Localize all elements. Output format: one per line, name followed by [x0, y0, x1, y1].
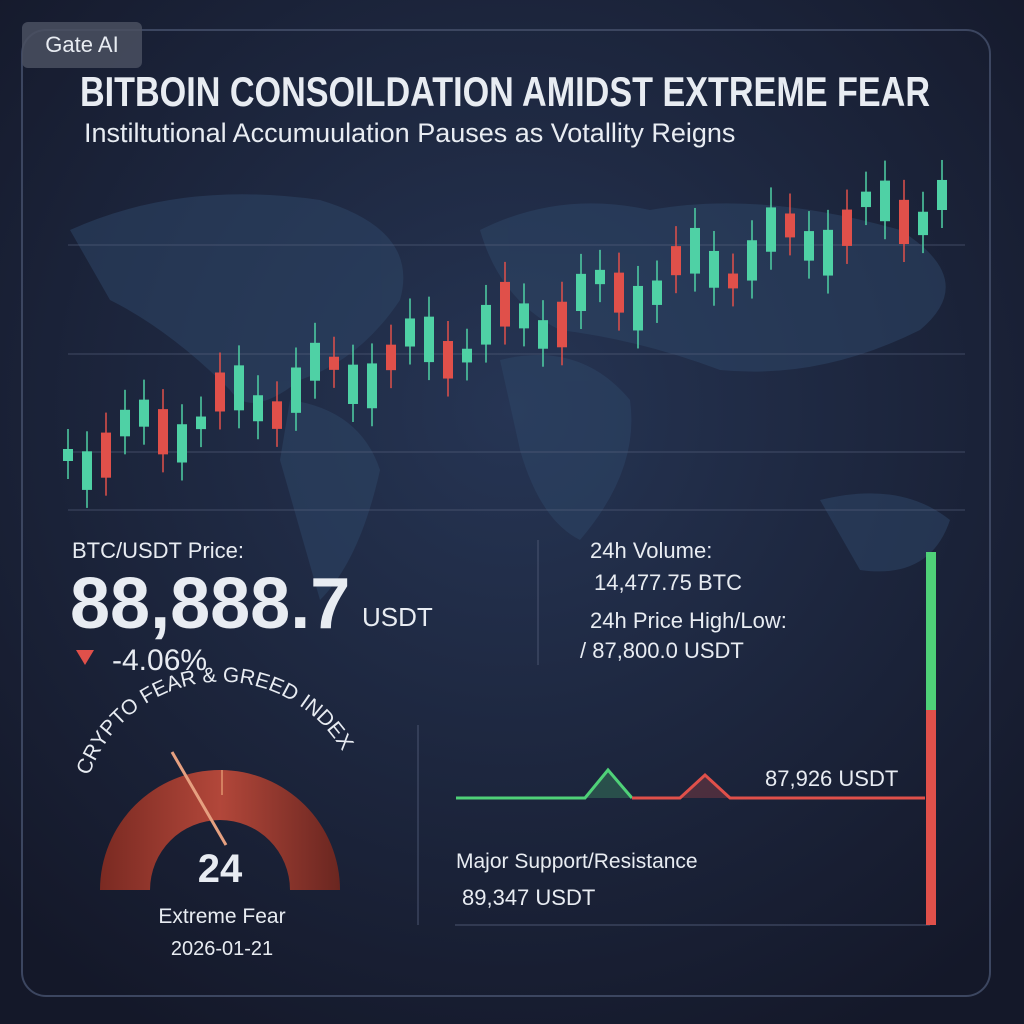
candle-part	[576, 273, 586, 312]
candle-part	[63, 449, 73, 461]
price-value: 88,888.7	[70, 564, 350, 644]
candle-part	[405, 318, 415, 347]
candle-part	[823, 229, 833, 276]
candle-part	[462, 348, 472, 363]
gauge-label: Extreme Fear	[158, 905, 285, 928]
candle-part	[443, 341, 453, 379]
price-unit: USDT	[362, 602, 433, 632]
gauge-arc	[100, 770, 340, 890]
candle-part	[310, 342, 320, 381]
candle-part	[139, 399, 149, 427]
range-value: / 87,800.0 USDT	[580, 638, 744, 663]
candle-part	[215, 372, 225, 412]
range-label: 24h Price High/Low:	[590, 608, 787, 633]
chart-guides	[68, 244, 965, 511]
candle-part	[918, 211, 928, 236]
candle-part	[690, 227, 700, 274]
subtitle: Instiltutional Accumuulation Pauses as V…	[84, 118, 735, 148]
candle-part	[519, 303, 529, 329]
candle-part	[766, 207, 776, 252]
candle-part	[804, 231, 814, 261]
candle-part	[747, 240, 757, 281]
red-level-line	[632, 772, 925, 800]
candle-part	[880, 180, 890, 222]
price-change: -4.06%	[112, 644, 207, 677]
price-label: BTC/USDT Price:	[72, 538, 244, 563]
candle-part	[481, 304, 491, 345]
candle-part	[500, 281, 510, 327]
candle-part	[538, 320, 548, 349]
gauge-value: 24	[198, 847, 243, 891]
volume-label: 24h Volume:	[590, 538, 712, 563]
green-level-line	[456, 767, 634, 800]
candle-part	[120, 409, 130, 437]
candle-part	[709, 250, 719, 288]
candle-part	[633, 285, 643, 331]
candle-part	[367, 363, 377, 409]
candle-part	[291, 367, 301, 413]
candle-part	[101, 432, 111, 478]
candle-part	[842, 209, 852, 246]
candle-part	[728, 273, 738, 289]
candle-part	[861, 191, 871, 208]
candle-part	[329, 356, 339, 370]
candle-part	[234, 365, 244, 411]
candle-part	[82, 451, 92, 490]
candlestick-decoration	[63, 159, 947, 508]
gauge-date: 2026-01-21	[171, 938, 273, 960]
badge-bg	[22, 22, 142, 68]
candle-part	[158, 409, 168, 455]
down-arrow	[76, 650, 94, 665]
candle-part	[386, 344, 396, 371]
candle-part	[424, 316, 434, 363]
volume-value: 14,477.75 BTC	[594, 570, 742, 595]
candle-part	[595, 269, 605, 285]
candle-part	[785, 213, 795, 238]
title: BITBOIN CONSOILDATION AMIDST EXTREME FEA…	[80, 68, 930, 115]
candle-part	[899, 199, 909, 245]
badge: Gate AI	[45, 32, 118, 57]
support-level: 89,347 USDT	[462, 885, 595, 910]
candle-part	[253, 395, 263, 422]
candle-part	[272, 401, 282, 429]
candle-part	[348, 364, 358, 404]
candle-part	[177, 424, 187, 463]
gauge-needle	[170, 751, 228, 846]
candle-part	[196, 416, 206, 430]
candle-part	[652, 280, 662, 305]
levels-label: Major Support/Resistance	[456, 850, 698, 873]
candle-part	[614, 272, 624, 313]
current-level: 87,926 USDT	[765, 766, 898, 791]
candle-part	[937, 179, 947, 211]
candle-part	[557, 301, 567, 348]
candle-part	[671, 246, 681, 276]
frame	[21, 29, 991, 997]
